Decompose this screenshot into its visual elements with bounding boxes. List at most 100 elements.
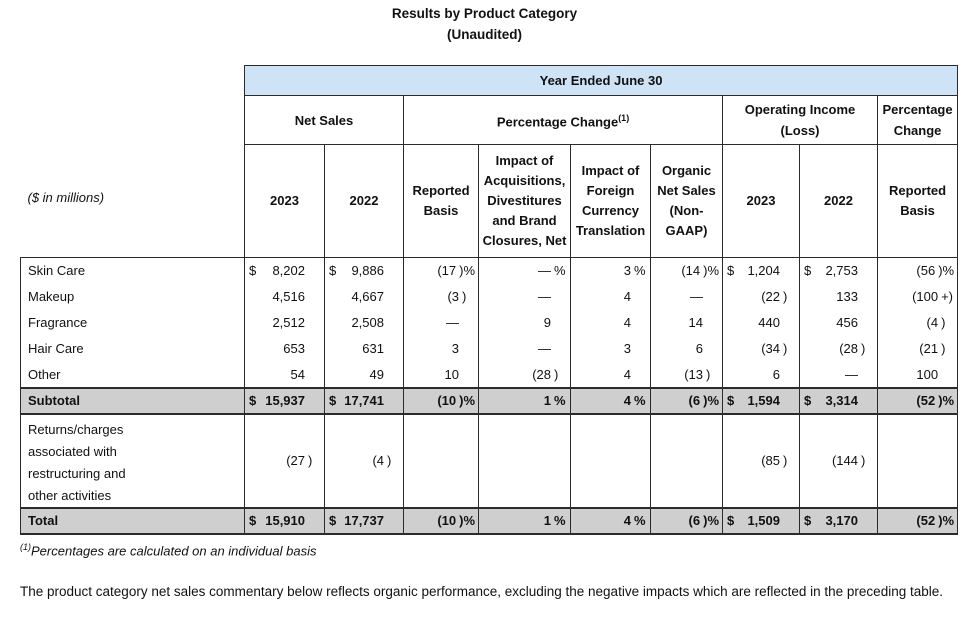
table-cell: (85) bbox=[722, 413, 800, 508]
column-header: Reported Basis bbox=[876, 144, 959, 258]
table-cell: — bbox=[478, 335, 571, 362]
cell-suffix: % bbox=[634, 263, 646, 279]
cell-value: 133 bbox=[836, 289, 858, 304]
group-header: Percentage Change(1) bbox=[403, 95, 723, 145]
cell-suffix: ) bbox=[387, 453, 392, 468]
table-cell: $9,886 bbox=[324, 257, 404, 284]
cell-suffix: ) bbox=[783, 341, 788, 356]
cell-suffix: ) bbox=[706, 366, 711, 382]
table-cell: (10)% bbox=[403, 386, 479, 415]
footnote: (1)Percentages are calculated on an indi… bbox=[20, 542, 969, 558]
table-cell: 653 bbox=[244, 335, 325, 362]
table-row: Fragrance 2,512 2,508 — 9 4 14 440 456 (4) bbox=[20, 309, 959, 336]
table-cell: $17,741 bbox=[324, 386, 404, 415]
table-cell: 3 bbox=[570, 335, 651, 362]
row-label: Returns/charges associated with restruct… bbox=[20, 413, 245, 508]
cell-suffix: ) bbox=[783, 453, 788, 468]
table-cell: (28) bbox=[478, 361, 571, 388]
cell-suffix: )% bbox=[703, 393, 719, 408]
cell-value: 17,741 bbox=[344, 393, 384, 408]
table-cell: (4) bbox=[876, 309, 959, 336]
column-header-row: 2023 2022 Reported Basis Impact of Acquisit… bbox=[21, 144, 959, 258]
row-label: Hair Care bbox=[20, 335, 245, 362]
table-cell: —% bbox=[478, 257, 571, 284]
cell-value: 3,314 bbox=[825, 393, 858, 408]
cell-value: (21 bbox=[919, 341, 939, 356]
cell-value: 4 bbox=[623, 366, 631, 382]
table-row: Hair Care 653 631 3—3 6 (34) (28) (21) bbox=[20, 335, 959, 362]
table-row: Other 54 49 10 (28) 4 (13) 6 — 100 bbox=[20, 361, 959, 388]
cell-value: 1,594 bbox=[747, 393, 780, 408]
column-header: 2023 bbox=[244, 144, 325, 258]
group-header-label: Percentage Change bbox=[882, 102, 953, 138]
cell-value: 653 bbox=[283, 341, 305, 356]
stub-cell: ($ in millions) bbox=[21, 66, 245, 258]
table-cell: $1,204 bbox=[722, 257, 800, 284]
page: Results by Product Category (Unaudited) … bbox=[0, 0, 969, 599]
table-cell: (21) bbox=[876, 335, 959, 362]
table-cell: (4) bbox=[324, 413, 404, 508]
table-cell: (10)% bbox=[403, 506, 479, 535]
report-title-line2: (Unaudited) bbox=[447, 27, 522, 42]
dollar-sign: $ bbox=[804, 393, 812, 408]
cell-value: (52 bbox=[916, 393, 936, 408]
table-cell bbox=[650, 413, 723, 508]
cell-value: 9,886 bbox=[351, 263, 384, 279]
column-header: Impact of Foreign Currency Translation bbox=[570, 144, 651, 258]
table-cell bbox=[403, 413, 479, 508]
dollar-sign: $ bbox=[727, 393, 735, 408]
cell-value: 4 bbox=[623, 393, 631, 408]
cell-suffix: )% bbox=[938, 263, 955, 279]
cell-value: (17 bbox=[437, 263, 457, 279]
table-cell: 4% bbox=[570, 506, 651, 535]
table-cell bbox=[570, 413, 651, 508]
column-header: 2023 bbox=[722, 144, 800, 258]
table-cell: 456 bbox=[799, 309, 878, 336]
table-cell: $1,509 bbox=[722, 506, 800, 535]
cell-value: 456 bbox=[836, 315, 858, 330]
cell-value: 10 bbox=[444, 366, 459, 382]
cell-value: 3,170 bbox=[825, 513, 858, 528]
table-cell: 2,512 bbox=[244, 309, 325, 336]
cell-value: 3 bbox=[451, 341, 459, 356]
cell-value: (6 bbox=[688, 513, 701, 528]
footnote-reference: (1) bbox=[618, 112, 630, 123]
cell-value: (22 bbox=[761, 289, 780, 304]
dollar-sign: $ bbox=[329, 513, 337, 528]
group-header-label: Operating Income (Loss) bbox=[744, 102, 856, 138]
cell-value: 14 bbox=[688, 315, 703, 330]
table-cell: 10 bbox=[403, 361, 479, 388]
table-cell: 2,508 bbox=[324, 309, 404, 336]
cell-value: (4 bbox=[372, 453, 384, 468]
cell-value: 4 bbox=[623, 289, 631, 304]
cell-suffix: )% bbox=[703, 513, 719, 528]
cell-value: (27 bbox=[286, 453, 305, 468]
cell-value: — bbox=[845, 366, 858, 382]
table-cell: 4 bbox=[570, 283, 651, 310]
table-cell: 440 bbox=[722, 309, 800, 336]
column-header: Reported Basis bbox=[403, 144, 479, 258]
report-title: Results by Product Category (Unaudited) bbox=[0, 0, 969, 45]
cell-suffix: % bbox=[554, 263, 566, 279]
cell-value: (4 bbox=[926, 315, 939, 330]
cell-value: — bbox=[446, 315, 459, 330]
cell-value: 15,910 bbox=[265, 513, 305, 528]
table-cell: (52)% bbox=[876, 506, 959, 535]
table-row: Subtotal $15,937 $17,741 (10)% 1% 4% (6)% $1,59… bbox=[20, 386, 959, 415]
table-cell: (6)% bbox=[650, 386, 723, 415]
cell-value: 631 bbox=[362, 341, 384, 356]
cell-suffix: % bbox=[554, 393, 566, 408]
dollar-sign: $ bbox=[249, 263, 257, 279]
cell-suffix: )% bbox=[459, 513, 475, 528]
row-label: Skin Care bbox=[20, 257, 245, 284]
cell-value: (144 bbox=[831, 453, 858, 468]
cell-value: (10 bbox=[437, 513, 457, 528]
row-label: Total bbox=[20, 506, 245, 535]
cell-value: 440 bbox=[758, 315, 780, 330]
cell-suffix: )% bbox=[703, 263, 719, 279]
cell-suffix: )% bbox=[938, 393, 955, 408]
table-cell: $2,753 bbox=[799, 257, 878, 284]
table-cell: 54 bbox=[244, 361, 325, 388]
table-cell bbox=[478, 413, 571, 508]
cell-value: (3 bbox=[447, 289, 459, 304]
